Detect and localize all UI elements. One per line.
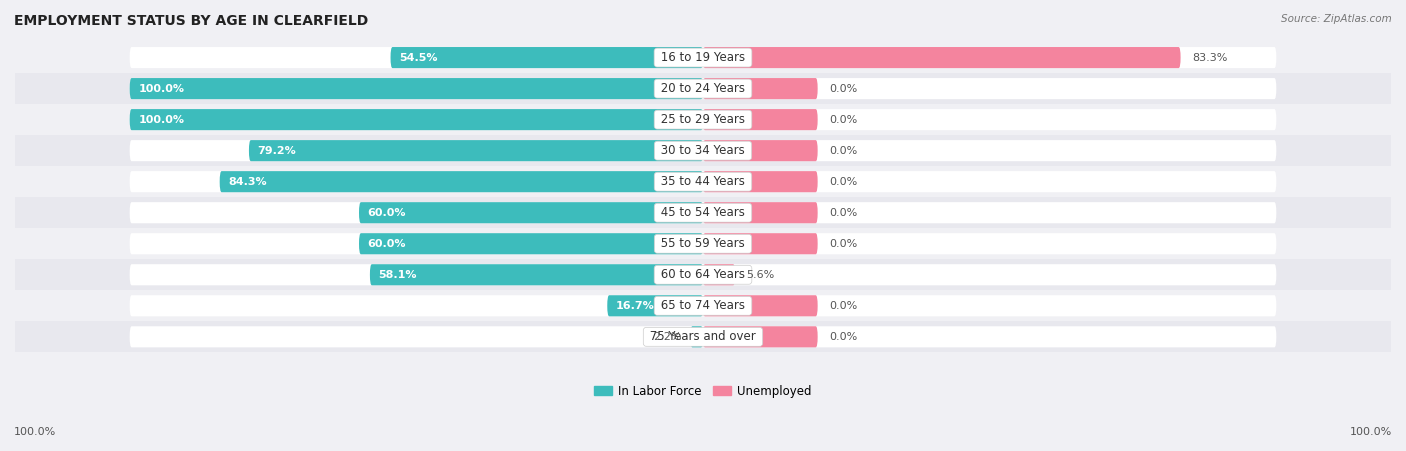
- FancyBboxPatch shape: [359, 202, 703, 223]
- Text: 35 to 44 Years: 35 to 44 Years: [657, 175, 749, 188]
- FancyBboxPatch shape: [129, 171, 1277, 192]
- FancyBboxPatch shape: [703, 295, 818, 316]
- Bar: [15, 166, 1391, 197]
- Text: 0.0%: 0.0%: [830, 301, 858, 311]
- Bar: [15, 259, 1391, 290]
- FancyBboxPatch shape: [129, 78, 1277, 99]
- FancyBboxPatch shape: [703, 326, 818, 347]
- FancyBboxPatch shape: [703, 109, 818, 130]
- Bar: [15, 197, 1391, 228]
- FancyBboxPatch shape: [703, 47, 1181, 68]
- FancyBboxPatch shape: [129, 109, 703, 130]
- Bar: [15, 73, 1391, 104]
- Text: 65 to 74 Years: 65 to 74 Years: [657, 299, 749, 312]
- FancyBboxPatch shape: [703, 140, 818, 161]
- Text: 16 to 19 Years: 16 to 19 Years: [657, 51, 749, 64]
- Text: 0.0%: 0.0%: [830, 83, 858, 94]
- FancyBboxPatch shape: [129, 47, 1277, 68]
- Text: 100.0%: 100.0%: [1350, 428, 1392, 437]
- Text: 0.0%: 0.0%: [830, 146, 858, 156]
- Bar: [15, 42, 1391, 73]
- FancyBboxPatch shape: [129, 295, 1277, 316]
- FancyBboxPatch shape: [703, 78, 818, 99]
- FancyBboxPatch shape: [129, 264, 1277, 285]
- Text: 55 to 59 Years: 55 to 59 Years: [657, 237, 749, 250]
- Text: 0.0%: 0.0%: [830, 115, 858, 124]
- Text: 0.0%: 0.0%: [830, 239, 858, 249]
- FancyBboxPatch shape: [129, 233, 1277, 254]
- Text: 5.6%: 5.6%: [747, 270, 775, 280]
- Text: 100.0%: 100.0%: [138, 83, 184, 94]
- Text: 79.2%: 79.2%: [257, 146, 297, 156]
- Text: 0.0%: 0.0%: [830, 332, 858, 342]
- FancyBboxPatch shape: [703, 264, 735, 285]
- FancyBboxPatch shape: [703, 202, 818, 223]
- Bar: [15, 290, 1391, 321]
- Text: 2.2%: 2.2%: [654, 332, 682, 342]
- Text: 16.7%: 16.7%: [616, 301, 655, 311]
- FancyBboxPatch shape: [129, 326, 1277, 347]
- FancyBboxPatch shape: [129, 140, 1277, 161]
- Bar: [15, 228, 1391, 259]
- Bar: [15, 104, 1391, 135]
- Bar: [15, 135, 1391, 166]
- Text: 100.0%: 100.0%: [138, 115, 184, 124]
- Text: 0.0%: 0.0%: [830, 208, 858, 218]
- FancyBboxPatch shape: [370, 264, 703, 285]
- Text: Source: ZipAtlas.com: Source: ZipAtlas.com: [1281, 14, 1392, 23]
- Text: 84.3%: 84.3%: [228, 177, 267, 187]
- Text: 58.1%: 58.1%: [378, 270, 418, 280]
- Text: 100.0%: 100.0%: [14, 428, 56, 437]
- Text: 54.5%: 54.5%: [399, 53, 437, 63]
- Text: 0.0%: 0.0%: [830, 177, 858, 187]
- FancyBboxPatch shape: [129, 109, 1277, 130]
- Text: 20 to 24 Years: 20 to 24 Years: [657, 82, 749, 95]
- Text: EMPLOYMENT STATUS BY AGE IN CLEARFIELD: EMPLOYMENT STATUS BY AGE IN CLEARFIELD: [14, 14, 368, 28]
- Text: 60.0%: 60.0%: [367, 239, 406, 249]
- Text: 60 to 64 Years: 60 to 64 Years: [657, 268, 749, 281]
- Text: 30 to 34 Years: 30 to 34 Years: [657, 144, 749, 157]
- FancyBboxPatch shape: [391, 47, 703, 68]
- FancyBboxPatch shape: [129, 78, 703, 99]
- FancyBboxPatch shape: [249, 140, 703, 161]
- Bar: [15, 321, 1391, 352]
- FancyBboxPatch shape: [219, 171, 703, 192]
- Text: 60.0%: 60.0%: [367, 208, 406, 218]
- Legend: In Labor Force, Unemployed: In Labor Force, Unemployed: [589, 380, 817, 402]
- Text: 75 Years and over: 75 Years and over: [647, 330, 759, 343]
- FancyBboxPatch shape: [607, 295, 703, 316]
- Text: 83.3%: 83.3%: [1192, 53, 1227, 63]
- FancyBboxPatch shape: [129, 202, 1277, 223]
- FancyBboxPatch shape: [690, 326, 703, 347]
- FancyBboxPatch shape: [703, 233, 818, 254]
- Text: 25 to 29 Years: 25 to 29 Years: [657, 113, 749, 126]
- FancyBboxPatch shape: [359, 233, 703, 254]
- FancyBboxPatch shape: [703, 171, 818, 192]
- Text: 45 to 54 Years: 45 to 54 Years: [657, 206, 749, 219]
